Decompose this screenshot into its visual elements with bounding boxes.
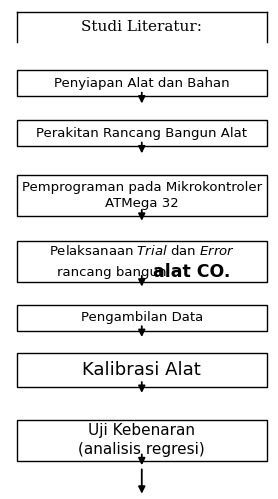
Text: Kalibrasi Alat: Kalibrasi Alat xyxy=(82,361,201,379)
Text: Penyiapan Alat dan Bahan: Penyiapan Alat dan Bahan xyxy=(54,77,230,90)
FancyBboxPatch shape xyxy=(17,305,267,331)
FancyBboxPatch shape xyxy=(17,420,267,461)
Text: Studi Literatur:: Studi Literatur: xyxy=(81,20,202,34)
FancyBboxPatch shape xyxy=(17,241,267,282)
FancyBboxPatch shape xyxy=(17,120,267,146)
FancyBboxPatch shape xyxy=(17,175,267,216)
Text: alat CO.: alat CO. xyxy=(153,263,230,281)
Text: Perakitan Rancang Bangun Alat: Perakitan Rancang Bangun Alat xyxy=(36,127,247,140)
FancyBboxPatch shape xyxy=(17,353,267,387)
Text: Uji Kebenaran
(analisis regresi): Uji Kebenaran (analisis regresi) xyxy=(78,423,205,457)
Text: rancang bangun: rancang bangun xyxy=(57,266,171,279)
Text: Pengambilan Data: Pengambilan Data xyxy=(81,311,203,324)
Text: Pemprograman pada Mikrokontroler
ATMega 32: Pemprograman pada Mikrokontroler ATMega … xyxy=(22,181,262,210)
Text: Pelaksanaan $\it{Trial}$ dan $\it{Error}$: Pelaksanaan $\it{Trial}$ dan $\it{Error}… xyxy=(49,245,235,258)
FancyBboxPatch shape xyxy=(17,70,267,96)
